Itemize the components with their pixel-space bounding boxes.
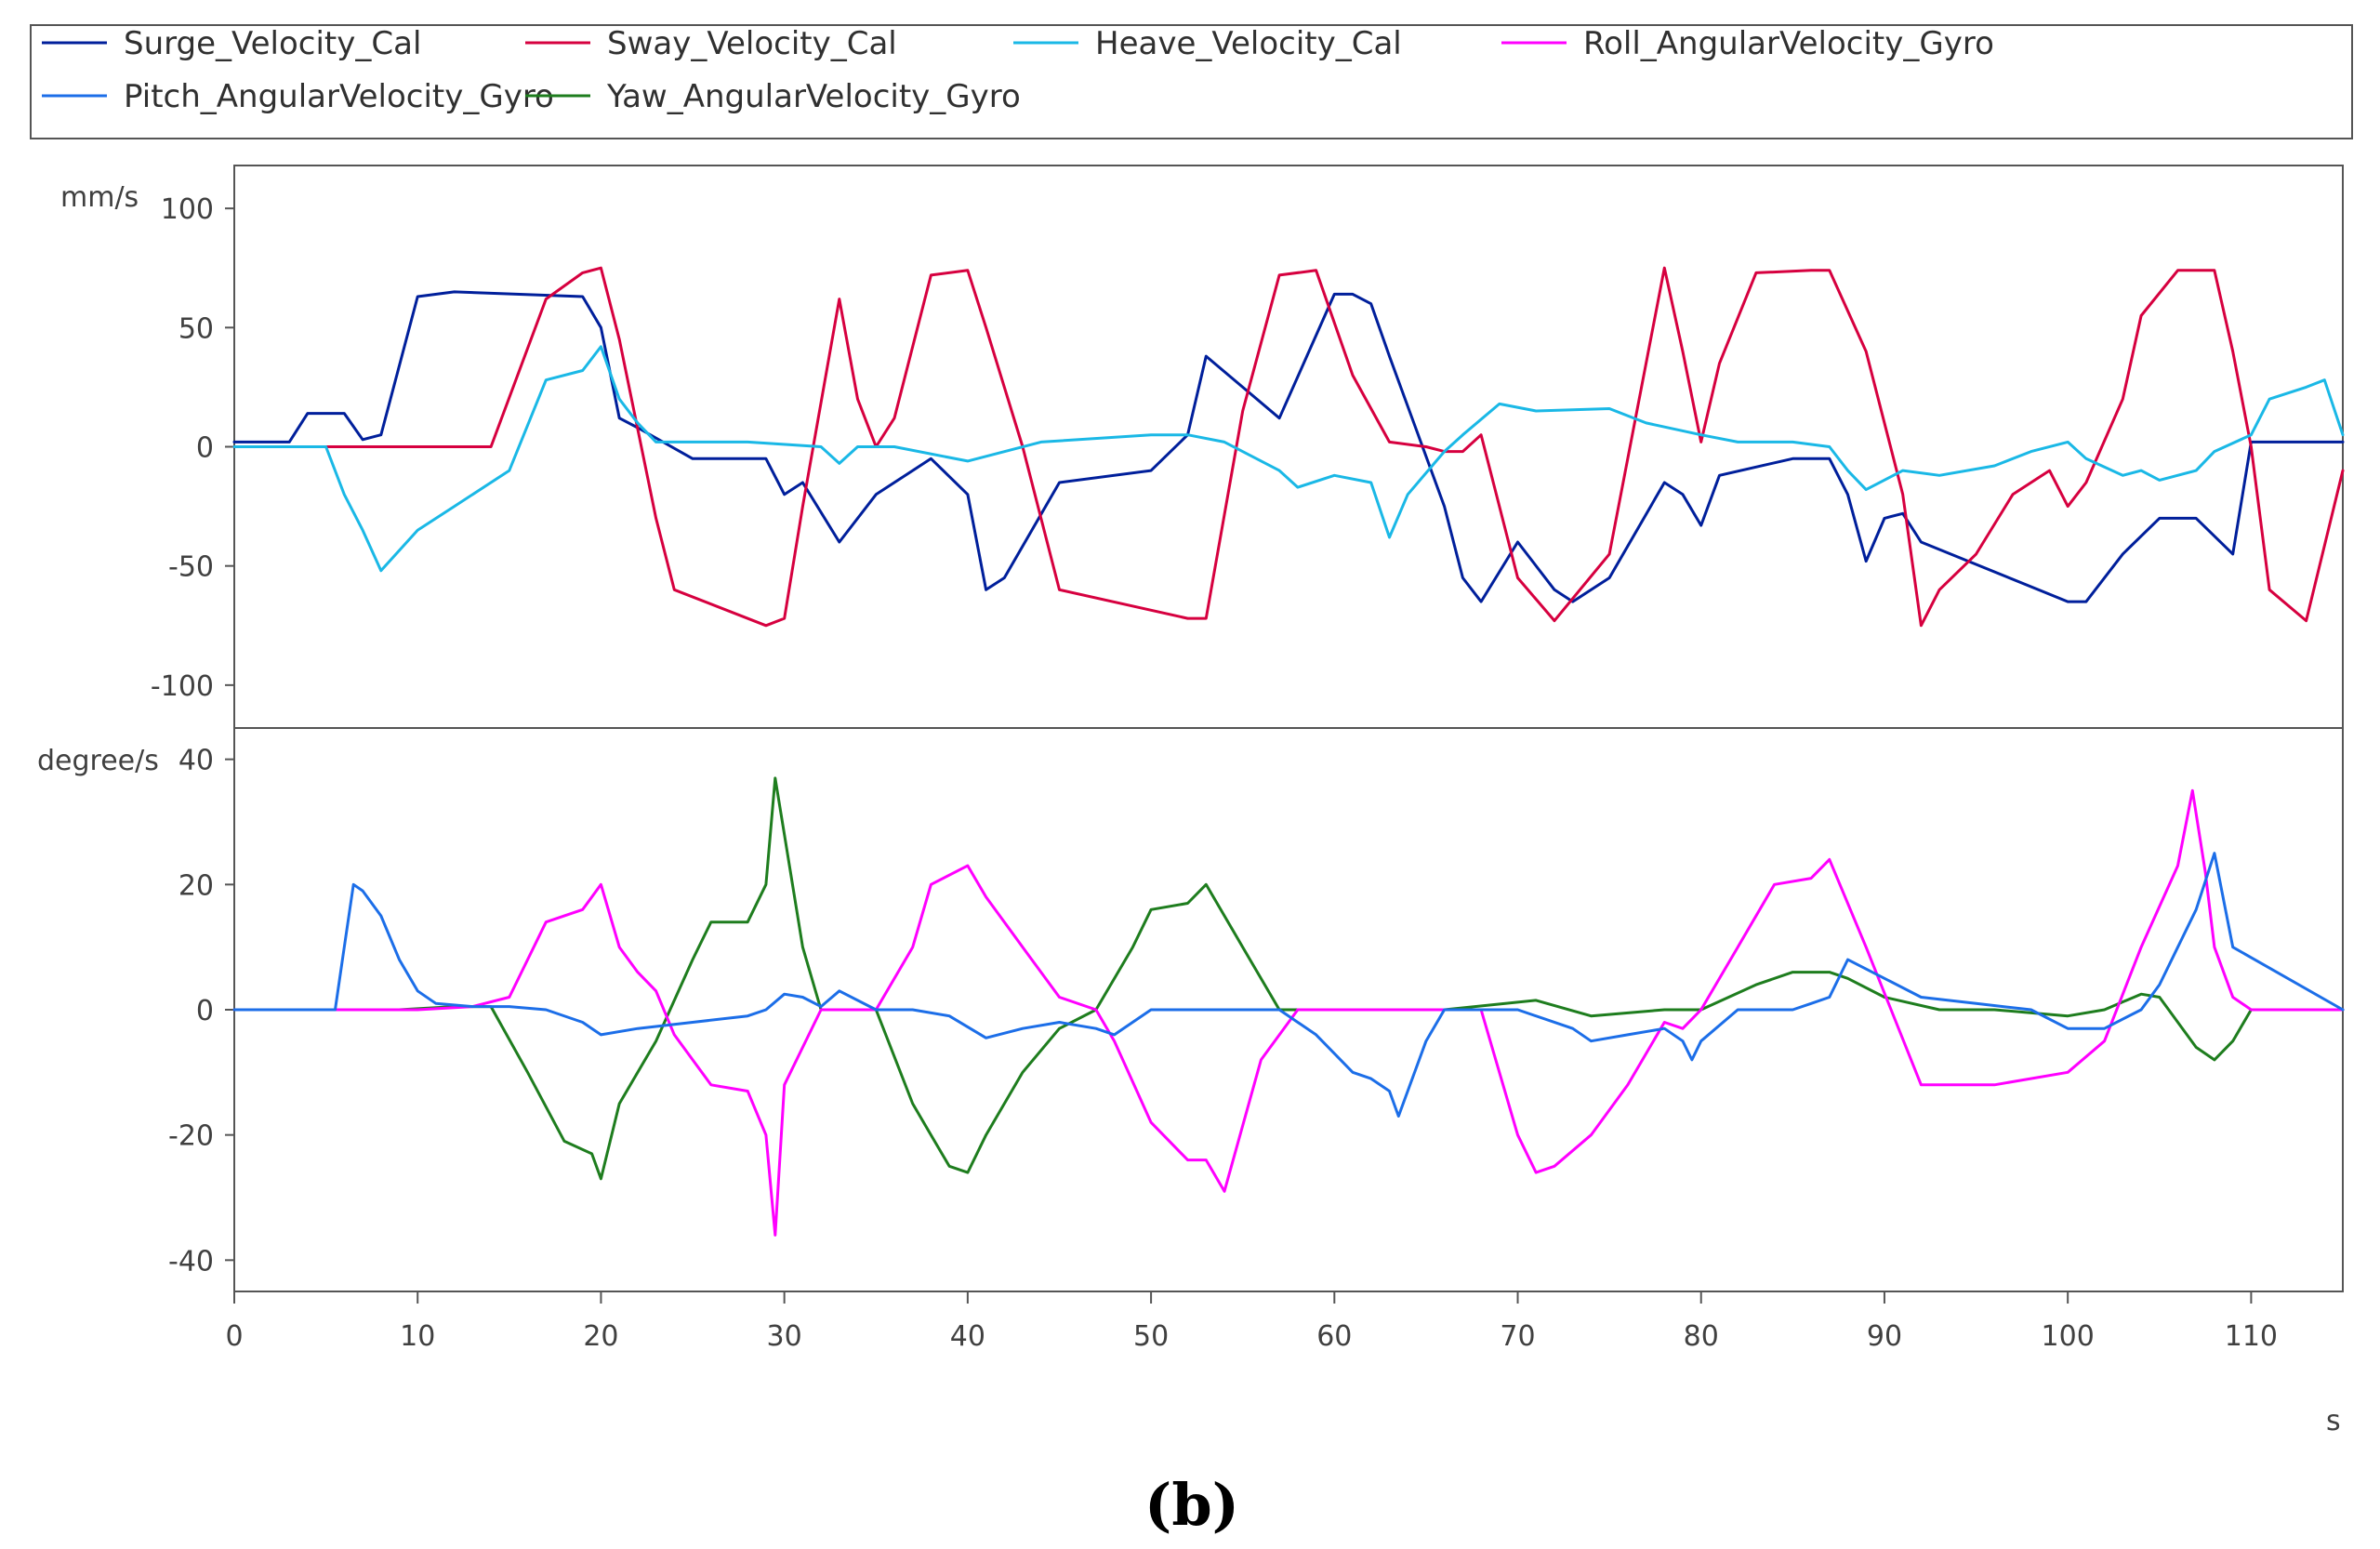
figure-caption: (b) [1144, 1471, 1239, 1539]
bottom-y-tick-label: 40 [178, 745, 214, 777]
series-line-heave-velocity-cal [232, 345, 2345, 573]
top-y-tick-label: 0 [196, 432, 214, 465]
x-tick-label: 60 [1316, 1320, 1352, 1353]
x-tick-label: 20 [583, 1320, 618, 1353]
bottom-series-group [232, 776, 2345, 1237]
top-y-tick-label: -100 [151, 670, 214, 703]
x-tick-label: 110 [2225, 1320, 2278, 1353]
bottom-y-tick-label: -40 [168, 1245, 214, 1278]
legend-label-sway-velocity-cal: Sway_Velocity_Cal [607, 25, 897, 62]
bottom-y-tick-label: -20 [168, 1120, 214, 1153]
legend-label-surge-velocity-cal: Surge_Velocity_Cal [124, 25, 421, 62]
x-tick-label: 0 [225, 1320, 243, 1353]
x-axis: 0 10 20 30 40 50 60 70 80 90 100 110 [225, 1291, 2278, 1353]
top-series-group [232, 266, 2345, 628]
top-plot-frame [233, 165, 2344, 729]
top-y-tick-label: -50 [168, 551, 214, 584]
top-y-axis: 100 50 0 -50 -100 [151, 193, 234, 703]
series-line-surge-velocity-cal [232, 290, 2345, 603]
legend-box [30, 24, 2353, 139]
legend-label-roll-angularvelocity-gyro: Roll_AngularVelocity_Gyro [1583, 25, 1994, 62]
series-line-pitch-angularvelocity-gyro [232, 852, 2345, 1118]
bottom-y-axis: 40 20 0 -20 -40 [168, 745, 234, 1278]
series-line-sway-velocity-cal [232, 266, 2345, 628]
x-tick-label: 40 [950, 1320, 985, 1353]
top-y-tick-label: 50 [178, 312, 214, 345]
legend-label-yaw-angularvelocity-gyro: Yaw_AngularVelocity_Gyro [606, 78, 1021, 115]
x-tick-label: 50 [1133, 1320, 1169, 1353]
series-line-yaw-angularvelocity-gyro [232, 776, 2345, 1181]
top-y-unit-label: mm/s [60, 181, 139, 214]
x-tick-label: 80 [1684, 1320, 1719, 1353]
x-tick-label: 70 [1500, 1320, 1535, 1353]
bottom-y-tick-label: 0 [196, 995, 214, 1027]
legend-label-pitch-angularvelocity-gyro: Pitch_AngularVelocity_Gyro [124, 78, 554, 115]
x-unit-label: s [2326, 1405, 2341, 1437]
x-tick-label: 100 [2042, 1320, 2095, 1353]
legend-label-heave-velocity-cal: Heave_Velocity_Cal [1095, 25, 1402, 62]
top-y-tick-label: 100 [161, 193, 214, 226]
x-tick-label: 10 [400, 1320, 435, 1353]
bottom-y-unit-label: degree/s [37, 745, 159, 777]
bottom-y-tick-label: 20 [178, 869, 214, 902]
series-line-roll-angularvelocity-gyro [232, 788, 2345, 1237]
legend: Surge_Velocity_Cal Sway_Velocity_Cal Heave… [42, 25, 1994, 115]
x-tick-label: 30 [767, 1320, 802, 1353]
x-tick-label: 90 [1867, 1320, 1902, 1353]
